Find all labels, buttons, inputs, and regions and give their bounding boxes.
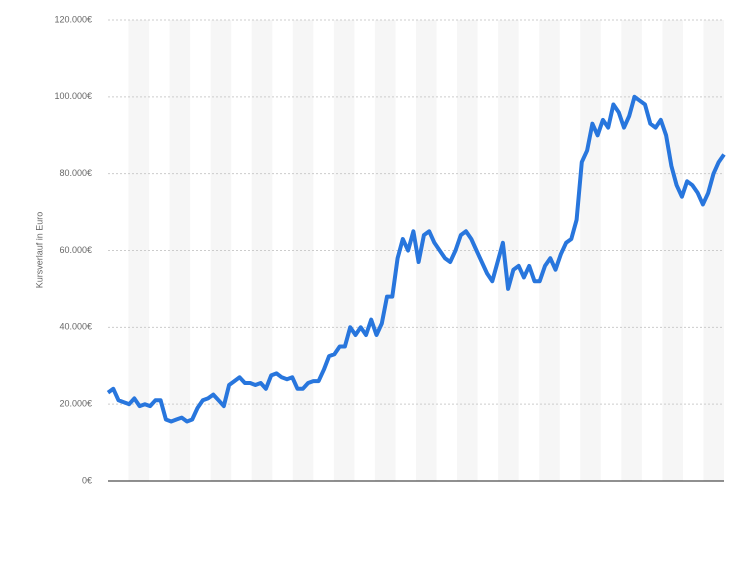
background-band (169, 20, 191, 481)
y-tick-label: 0€ (82, 475, 92, 485)
y-tick-label: 40.000€ (59, 322, 92, 332)
y-tick-label: 60.000€ (59, 245, 92, 255)
y-tick-label: 80.000€ (59, 168, 92, 178)
background-band (621, 20, 642, 481)
y-tick-label: 100.000€ (54, 91, 92, 101)
y-axis-label: Kursverlauf in Euro (34, 212, 44, 289)
y-tick-label: 20.000€ (59, 399, 92, 409)
background-band (292, 20, 314, 481)
y-tick-label: 120.000€ (54, 14, 92, 24)
background-band (416, 20, 437, 481)
background-band (128, 20, 150, 481)
background-band (457, 20, 478, 481)
price-line (106, 94, 726, 424)
